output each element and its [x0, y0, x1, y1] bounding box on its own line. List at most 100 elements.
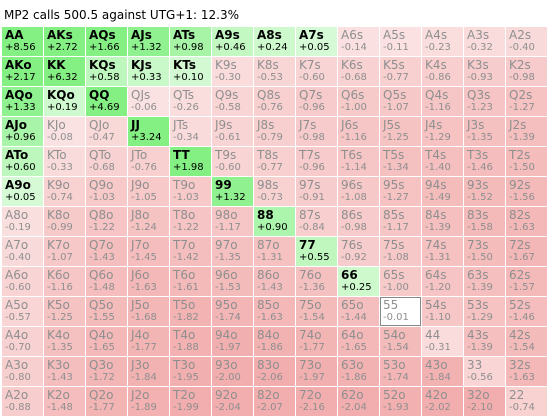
- hand-cell-a8o[interactable]: A8o -0.19: [2, 206, 43, 237]
- hand-cell-72s[interactable]: 72s -1.67: [506, 236, 547, 267]
- hand-cell-92o[interactable]: 92o -2.04: [212, 386, 253, 417]
- hand-cell-a6o[interactable]: A6o -0.60: [2, 266, 43, 297]
- hand-cell-j4o[interactable]: J4o -1.77: [128, 326, 169, 357]
- hand-cell-q4s[interactable]: Q4s -1.16: [422, 86, 463, 117]
- hand-cell-85o[interactable]: 85o -1.63: [254, 296, 295, 327]
- hand-cell-74s[interactable]: 74s -1.31: [422, 236, 463, 267]
- hand-cell-85s[interactable]: 85s -1.17: [380, 206, 421, 237]
- hand-cell-aqs[interactable]: AQs +1.66: [86, 27, 127, 57]
- hand-cell-44[interactable]: 44 -0.31: [422, 326, 463, 357]
- hand-cell-ajo[interactable]: AJo +0.96: [2, 116, 43, 147]
- hand-cell-t3s[interactable]: T3s -1.46: [464, 146, 505, 177]
- hand-cell-72o[interactable]: 72o -2.16: [296, 386, 337, 417]
- hand-cell-55[interactable]: 55 -0.01: [380, 296, 421, 327]
- hand-cell-a6s[interactable]: A6s -0.14: [338, 27, 379, 57]
- hand-cell-ako[interactable]: AKo +2.17: [2, 56, 43, 87]
- hand-cell-94s[interactable]: 94s -1.49: [422, 176, 463, 207]
- hand-cell-66[interactable]: 66 +0.25: [338, 266, 379, 297]
- hand-cell-k8o[interactable]: K8o -0.99: [44, 206, 85, 237]
- hand-cell-83s[interactable]: 83s -1.58: [464, 206, 505, 237]
- hand-cell-95o[interactable]: 95o -1.74: [212, 296, 253, 327]
- hand-cell-j9s[interactable]: J9s -0.61: [212, 116, 253, 147]
- hand-cell-97o[interactable]: 97o -1.35: [212, 236, 253, 267]
- hand-cell-a4o[interactable]: A4o -0.70: [2, 326, 43, 357]
- hand-cell-j5s[interactable]: J5s -1.25: [380, 116, 421, 147]
- hand-cell-qq[interactable]: QQ +4.69: [86, 86, 127, 117]
- hand-cell-a9s[interactable]: A9s +0.46: [212, 27, 253, 57]
- hand-cell-j6o[interactable]: J6o -1.63: [128, 266, 169, 297]
- hand-cell-65o[interactable]: 65o -1.44: [338, 296, 379, 327]
- hand-cell-t9o[interactable]: T9o -1.03: [170, 176, 211, 207]
- hand-cell-j4s[interactable]: J4s -1.29: [422, 116, 463, 147]
- hand-cell-k2s[interactable]: K2s -0.98: [506, 56, 547, 87]
- hand-cell-q8s[interactable]: Q8s -0.76: [254, 86, 295, 117]
- hand-cell-42s[interactable]: 42s -1.54: [506, 326, 547, 357]
- hand-cell-52s[interactable]: 52s -1.46: [506, 296, 547, 327]
- hand-cell-33[interactable]: 33 -0.56: [464, 356, 505, 387]
- hand-cell-aa[interactable]: AA +8.56: [2, 27, 43, 57]
- hand-cell-94o[interactable]: 94o -1.97: [212, 326, 253, 357]
- hand-cell-62s[interactable]: 62s -1.57: [506, 266, 547, 297]
- hand-cell-jts[interactable]: JTs -0.34: [170, 116, 211, 147]
- hand-cell-64o[interactable]: 64o -1.65: [338, 326, 379, 357]
- hand-cell-53s[interactable]: 53s -1.29: [464, 296, 505, 327]
- hand-cell-t4o[interactable]: T4o -1.88: [170, 326, 211, 357]
- hand-cell-j2o[interactable]: J2o -1.89: [128, 386, 169, 417]
- hand-cell-jto[interactable]: JTo -0.76: [128, 146, 169, 177]
- hand-cell-k3o[interactable]: K3o -1.43: [44, 356, 85, 387]
- hand-cell-62o[interactable]: 62o -2.04: [338, 386, 379, 417]
- hand-cell-k3s[interactable]: K3s -0.93: [464, 56, 505, 87]
- hand-cell-j3o[interactable]: J3o -1.84: [128, 356, 169, 387]
- hand-cell-j9o[interactable]: J9o -1.05: [128, 176, 169, 207]
- hand-cell-t4s[interactable]: T4s -1.40: [422, 146, 463, 177]
- hand-cell-kqs[interactable]: KQs +0.58: [86, 56, 127, 87]
- hand-cell-q6o[interactable]: Q6o -1.48: [86, 266, 127, 297]
- hand-cell-t7s[interactable]: T7s -0.96: [296, 146, 337, 177]
- hand-cell-32s[interactable]: 32s -1.63: [506, 356, 547, 387]
- hand-cell-74o[interactable]: 74o -1.77: [296, 326, 337, 357]
- hand-cell-77[interactable]: 77 +0.55: [296, 236, 337, 267]
- hand-cell-97s[interactable]: 97s -0.91: [296, 176, 337, 207]
- hand-cell-a7o[interactable]: A7o -0.40: [2, 236, 43, 267]
- hand-cell-a8s[interactable]: A8s +0.24: [254, 27, 295, 57]
- hand-cell-t6o[interactable]: T6o -1.61: [170, 266, 211, 297]
- hand-cell-q9o[interactable]: Q9o -1.03: [86, 176, 127, 207]
- hand-cell-k5s[interactable]: K5s -0.77: [380, 56, 421, 87]
- hand-cell-q2o[interactable]: Q2o -1.77: [86, 386, 127, 417]
- hand-cell-ajs[interactable]: AJs +1.32: [128, 27, 169, 57]
- hand-cell-k5o[interactable]: K5o -1.25: [44, 296, 85, 327]
- hand-cell-t2s[interactable]: T2s -1.50: [506, 146, 547, 177]
- hand-cell-96o[interactable]: 96o -1.53: [212, 266, 253, 297]
- hand-cell-j8o[interactable]: J8o -1.24: [128, 206, 169, 237]
- hand-cell-a5s[interactable]: A5s -0.11: [380, 27, 421, 57]
- hand-cell-t3o[interactable]: T3o -1.95: [170, 356, 211, 387]
- hand-cell-98o[interactable]: 98o -1.17: [212, 206, 253, 237]
- hand-cell-qjs[interactable]: QJs -0.06: [128, 86, 169, 117]
- hand-cell-kto[interactable]: KTo -0.33: [44, 146, 85, 177]
- hand-cell-ato[interactable]: ATo +0.60: [2, 146, 43, 177]
- hand-cell-84s[interactable]: 84s -1.39: [422, 206, 463, 237]
- hand-cell-87s[interactable]: 87s -0.84: [296, 206, 337, 237]
- hand-cell-t8s[interactable]: T8s -0.77: [254, 146, 295, 177]
- hand-cell-q9s[interactable]: Q9s -0.58: [212, 86, 253, 117]
- hand-cell-k6o[interactable]: K6o -1.16: [44, 266, 85, 297]
- hand-cell-73o[interactable]: 73o -1.97: [296, 356, 337, 387]
- hand-cell-j7o[interactable]: J7o -1.45: [128, 236, 169, 267]
- hand-cell-q2s[interactable]: Q2s -1.27: [506, 86, 547, 117]
- hand-cell-qto[interactable]: QTo -0.68: [86, 146, 127, 177]
- hand-cell-98s[interactable]: 98s -0.73: [254, 176, 295, 207]
- hand-cell-88[interactable]: 88 +0.90: [254, 206, 295, 237]
- hand-cell-a2s[interactable]: A2s -0.40: [506, 27, 547, 57]
- hand-cell-64s[interactable]: 64s -1.20: [422, 266, 463, 297]
- hand-cell-82s[interactable]: 82s -1.63: [506, 206, 547, 237]
- hand-cell-a4s[interactable]: A4s -0.23: [422, 27, 463, 57]
- hand-cell-53o[interactable]: 53o -1.74: [380, 356, 421, 387]
- hand-cell-k9s[interactable]: K9s -0.30: [212, 56, 253, 87]
- hand-cell-k8s[interactable]: K8s -0.53: [254, 56, 295, 87]
- hand-cell-q7s[interactable]: Q7s -0.96: [296, 86, 337, 117]
- hand-cell-87o[interactable]: 87o -1.31: [254, 236, 295, 267]
- hand-cell-22[interactable]: 22 -0.74: [506, 386, 547, 417]
- hand-cell-a3s[interactable]: A3s -0.32: [464, 27, 505, 57]
- hand-cell-kts[interactable]: KTs +0.10: [170, 56, 211, 87]
- hand-cell-52o[interactable]: 52o -1.93: [380, 386, 421, 417]
